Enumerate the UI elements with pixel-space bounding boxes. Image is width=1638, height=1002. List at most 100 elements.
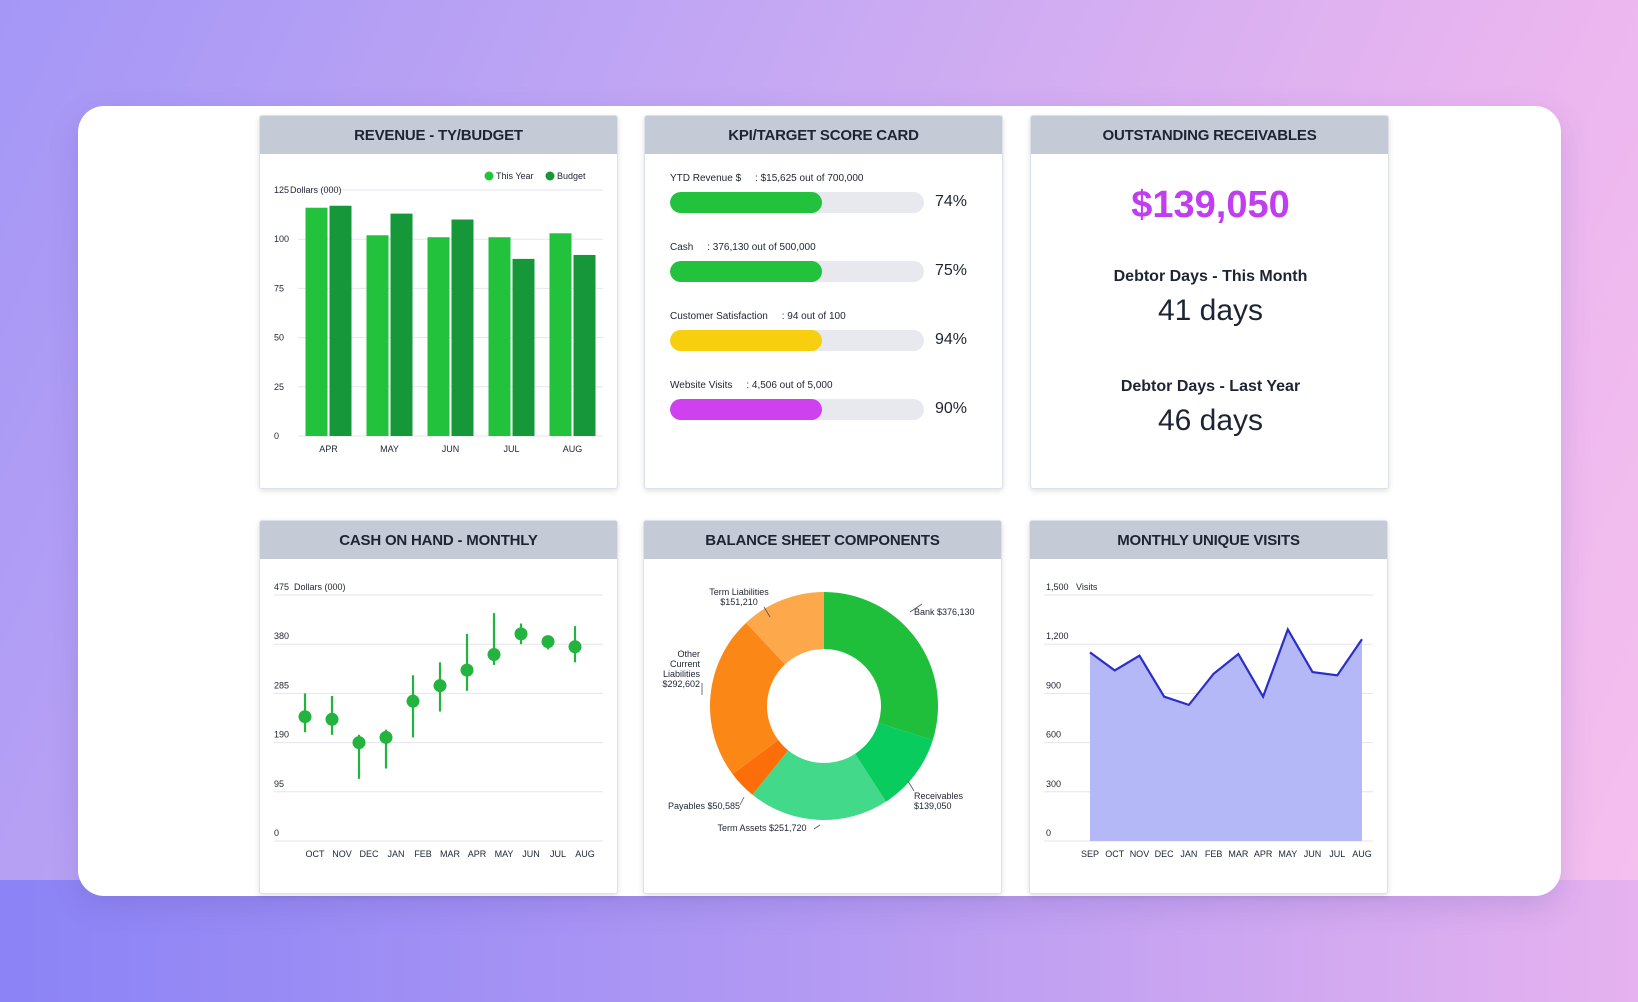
visits-line: [1089, 626, 1363, 707]
debtor-days-month-label: Debtor Days - This Month: [1113, 268, 1308, 285]
donut-slice-bank: [824, 592, 938, 741]
x-tick-label: JUN: [1304, 849, 1322, 859]
balance-chart: Bank $376,130 Receivables $139,050 Term Ass…: [662, 587, 974, 833]
revenue-title: REVENUE - TY/BUDGET: [260, 116, 617, 154]
x-tick-label: MAR: [1228, 849, 1249, 859]
revenue-panel: REVENUE - TY/BUDGET 0 25 50 75 100 125 Dollars…: [259, 115, 618, 489]
visits-panel: MONTHLY UNIQUE VISITS 0 300 600 900 1,200 1,5…: [1029, 520, 1388, 894]
visits-title: MONTHLY UNIQUE VISITS: [1030, 521, 1387, 559]
x-tick-label: APR: [319, 444, 338, 454]
data-point: [460, 663, 474, 677]
kpi-title: KPI/TARGET SCORE CARD: [645, 116, 1002, 154]
kpi-percent: 94%: [935, 331, 968, 348]
cash-panel: CASH ON HAND - MONTHLY 0 95 190 285 380 475 Do…: [259, 520, 618, 894]
y-tick-label: 0: [274, 828, 279, 838]
donut-slice-receivables: [855, 723, 933, 802]
slice-label: Receivables $139,050: [914, 791, 964, 811]
leader-line: [763, 606, 771, 618]
balance-title: BALANCE SHEET COMPONENTS: [644, 521, 1001, 559]
kpi-percent: 90%: [935, 400, 968, 417]
y-tick-label: 1,200: [1046, 631, 1069, 641]
receivables-panel: OUTSTANDING RECEIVABLES $139,050 Debtor …: [1030, 115, 1389, 489]
kpi-panel: KPI/TARGET SCORE CARD YTD Revenue $ : $1…: [644, 115, 1003, 489]
y-tick-label: 100: [274, 234, 289, 244]
receivables-amount: $139,050: [1131, 184, 1290, 226]
y-tick-label: 95: [274, 779, 284, 789]
kpi-percent: 75%: [935, 262, 968, 279]
y-tick-label: 900: [1046, 680, 1061, 690]
legend-label-budget: Budget: [557, 171, 586, 181]
background-band: [0, 880, 1638, 1002]
data-point: [379, 730, 393, 744]
slice-label: Other Current Liabilities $292,602: [662, 649, 700, 689]
kpi-track: [670, 261, 924, 282]
kpi-label: Website Visits : 4,506 out of 5,000: [670, 380, 833, 391]
data-point: [352, 736, 366, 750]
data-point: [433, 679, 447, 693]
balance-panel: BALANCE SHEET COMPONENTS Bank $376,130 Re…: [643, 520, 1002, 894]
kpi-list: YTD Revenue $ : $15,625 out of 700,000 74…: [645, 154, 1002, 488]
data-point: [325, 712, 339, 726]
y-tick-label: 380: [274, 631, 289, 641]
kpi-track: [670, 399, 924, 420]
x-tick-label: AUG: [575, 849, 595, 859]
x-tick-label: JUL: [550, 849, 566, 859]
bar-budget: [573, 254, 596, 436]
donut-slice-term-assets: [752, 750, 887, 820]
data-point: [514, 627, 528, 641]
bar-this-year: [488, 237, 511, 436]
donut-slice-other-current-liabilities: [710, 622, 786, 775]
x-tick-label: DEC: [1155, 849, 1175, 859]
y-tick-label: 0: [1046, 828, 1051, 838]
bar-this-year: [427, 237, 450, 436]
x-tick-label: JUL: [503, 444, 519, 454]
debtor-days-month-value: 41 days: [1157, 294, 1264, 327]
data-point: [487, 648, 501, 662]
debtor-days-year-value: 46 days: [1157, 404, 1264, 437]
x-tick-label: JUN: [442, 444, 460, 454]
x-tick-label: AUG: [1352, 849, 1372, 859]
kpi-fill: [670, 261, 823, 282]
y-axis-unit: Dollars (000): [294, 582, 346, 592]
kpi-percent: 74%: [935, 193, 968, 210]
kpi-label: Customer Satisfaction : 94 out of 100: [670, 311, 846, 322]
kpi-label: Cash : 376,130 out of 500,000: [670, 242, 816, 253]
legend-dot-this-year: [484, 171, 494, 181]
y-axis-unit: Dollars (000): [290, 185, 342, 195]
data-point: [541, 635, 555, 649]
data-point: [406, 694, 420, 708]
x-tick-label: JUN: [522, 849, 540, 859]
visits-chart: 0 300 600 900 1,200 1,500 Visits SEP OCT NOV DEC JA…: [1044, 582, 1373, 859]
y-tick-label: 600: [1046, 730, 1061, 740]
x-tick-label: FEB: [414, 849, 432, 859]
y-tick-label: 25: [274, 382, 284, 392]
kpi-fill: [670, 399, 823, 420]
bar-budget: [512, 258, 535, 436]
y-tick-label: 50: [274, 333, 284, 343]
legend-label-this-year: This Year: [496, 171, 534, 181]
x-tick-label: NOV: [1130, 849, 1150, 859]
kpi-track: [670, 192, 924, 213]
x-tick-label: APR: [468, 849, 487, 859]
donut-slice-payables: [732, 740, 789, 795]
slice-label: Term Assets $251,720: [717, 823, 806, 833]
bar-this-year: [366, 235, 389, 436]
slice-label: Term Liabilities $151,210: [709, 587, 769, 607]
x-tick-label: MAY: [1278, 849, 1297, 859]
x-tick-label: JAN: [1180, 849, 1197, 859]
y-tick-label: 190: [274, 730, 289, 740]
bar-budget: [390, 213, 413, 436]
y-tick-label: 0: [274, 431, 279, 441]
x-tick-label: AUG: [563, 444, 583, 454]
kpi-fill: [670, 330, 823, 351]
x-tick-label: JUL: [1329, 849, 1345, 859]
x-tick-label: MAY: [495, 849, 514, 859]
y-axis-unit: Visits: [1076, 582, 1098, 592]
leader-line: [739, 796, 745, 806]
visits-area: [1090, 629, 1362, 841]
data-point: [568, 640, 582, 654]
x-tick-label: FEB: [1205, 849, 1223, 859]
legend-dot-budget: [545, 171, 555, 181]
cash-chart: 0 95 190 285 380 475 Dollars (000) OCT NOV DEC JAN…: [274, 582, 603, 859]
slice-label: Payables $50,585: [668, 801, 740, 811]
